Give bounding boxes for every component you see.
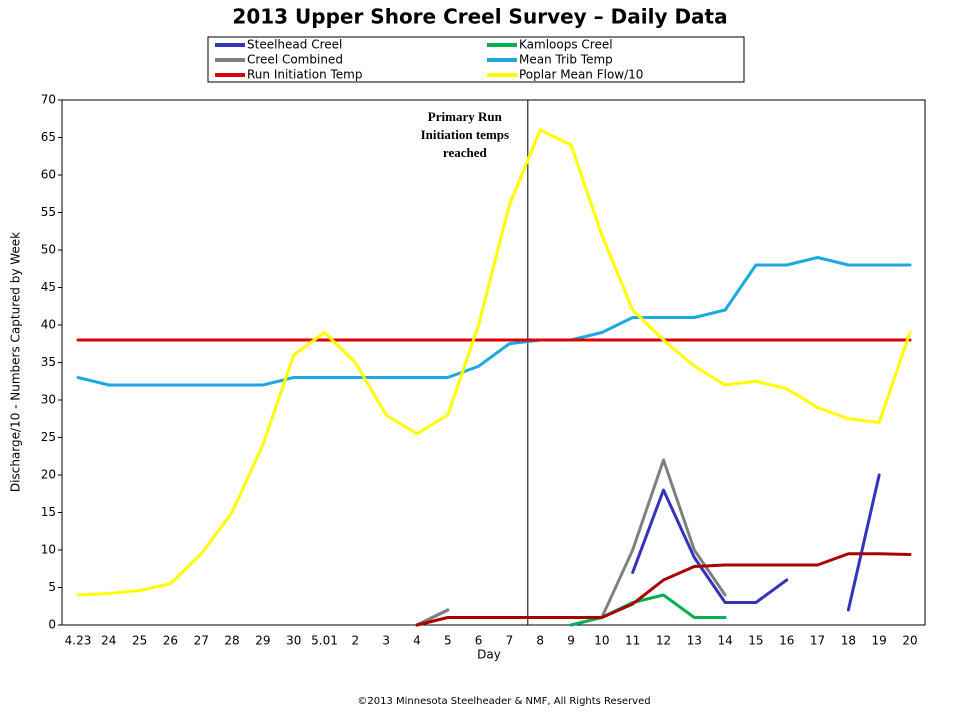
x-tick-label: 7 (506, 634, 514, 648)
y-tick-label: 45 (41, 280, 56, 294)
y-tick-label: 20 (41, 468, 56, 482)
y-tick-label: 60 (41, 168, 56, 182)
x-tick-label: 27 (194, 634, 209, 648)
x-tick-label: 26 (163, 634, 178, 648)
x-tick-label: 19 (872, 634, 887, 648)
legend-box (207, 36, 745, 83)
y-tick-label: 65 (41, 130, 56, 144)
series-line (569, 593, 727, 627)
annotation-text: Primary Run (428, 109, 503, 124)
y-tick-label: 5 (48, 580, 56, 594)
x-tick-label: 5.01 (311, 634, 338, 648)
x-tick-label: 15 (748, 634, 763, 648)
y-axis-label: Discharge/10 - Numbers Captured by Week (9, 232, 23, 492)
x-tick-label: 17 (810, 634, 825, 648)
x-tick-label: 20 (902, 634, 917, 648)
x-tick-label: 3 (382, 634, 390, 648)
x-tick-label: 29 (255, 634, 270, 648)
x-tick-label: 12 (656, 634, 671, 648)
annotation-text: Initiation temps (421, 127, 509, 142)
x-tick-label: 28 (224, 634, 239, 648)
y-tick-label: 25 (41, 430, 56, 444)
legend-label: Poplar Mean Flow/10 (519, 68, 643, 82)
y-tick-label: 30 (41, 393, 56, 407)
x-tick-label: 4.23 (65, 634, 92, 648)
legend-label: Steelhead Creel (247, 38, 342, 52)
series-line (415, 473, 881, 627)
x-tick-label: 10 (594, 634, 609, 648)
legend-label: Creel Combined (247, 53, 343, 67)
y-tick-label: 0 (48, 618, 56, 632)
x-tick-label: 14 (717, 634, 732, 648)
x-tick-label: 2 (352, 634, 360, 648)
x-tick-label: 8 (536, 634, 544, 648)
annotation-text: reached (443, 145, 488, 160)
y-tick-label: 70 (41, 93, 56, 107)
y-tick-label: 50 (41, 243, 56, 257)
y-tick-label: 55 (41, 205, 56, 219)
x-tick-label: 16 (779, 634, 794, 648)
x-tick-label: 24 (101, 634, 116, 648)
y-tick-label: 40 (41, 318, 56, 332)
series-line (415, 458, 727, 627)
legend-label: Run Initiation Temp (247, 68, 362, 82)
y-tick-label: 10 (41, 543, 56, 557)
legend-label: Mean Trib Temp (519, 53, 613, 67)
x-tick-label: 18 (841, 634, 856, 648)
x-tick-label: 4 (413, 634, 421, 648)
x-tick-label: 11 (625, 634, 640, 648)
x-tick-label: 13 (687, 634, 702, 648)
x-tick-label: 5 (444, 634, 452, 648)
y-tick-label: 35 (41, 355, 56, 369)
y-tick-label: 15 (41, 505, 56, 519)
x-tick-label: 25 (132, 634, 147, 648)
x-tick-label: 9 (567, 634, 575, 648)
series-line (415, 552, 912, 627)
x-tick-label: 6 (475, 634, 483, 648)
footer: ©2013 Minnesota Steelheader & NMF, All R… (357, 696, 650, 707)
legend-label: Kamloops Creel (519, 38, 613, 52)
chart-title: 2013 Upper Shore Creel Survey – Daily Da… (232, 5, 727, 29)
series-line (76, 128, 912, 597)
x-axis-label: Day (477, 648, 501, 662)
plot-area (61, 99, 926, 626)
series-line (76, 256, 912, 387)
x-tick-label: 30 (286, 634, 301, 648)
